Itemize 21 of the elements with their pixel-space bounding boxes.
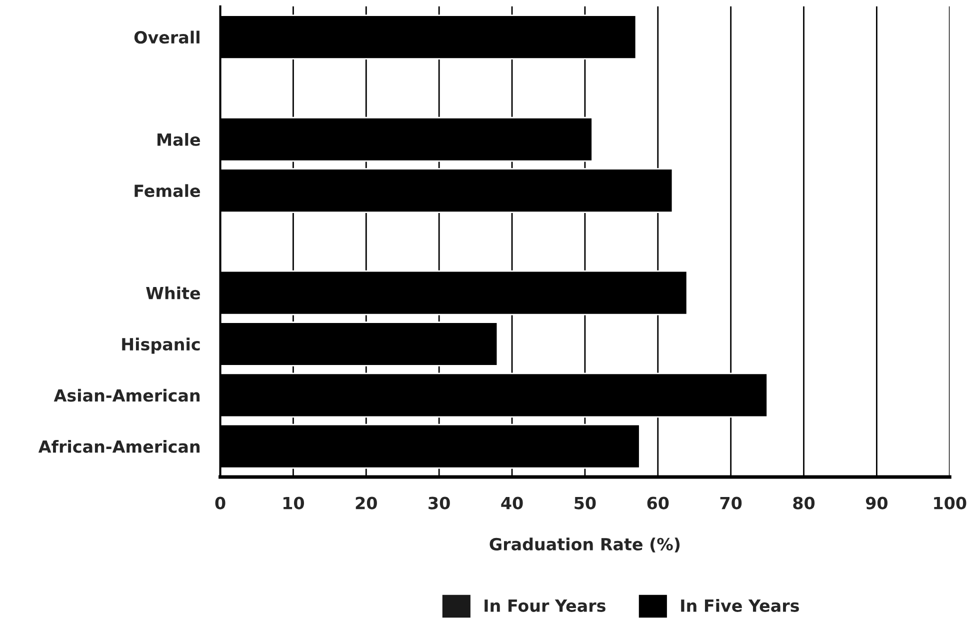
legend-label: In Five Years: [681, 599, 799, 612]
x-tick-label: 10: [283, 496, 304, 510]
x-tick-label: 40: [501, 496, 523, 510]
y-tick-label: Male: [158, 133, 200, 146]
y-tick-label: African-American: [38, 440, 200, 453]
x-tick-label: 20: [356, 496, 377, 510]
y-tick-label: White: [146, 286, 200, 300]
x-tick-label: 70: [720, 496, 742, 510]
y-tick-label: Overall: [134, 30, 200, 44]
y-tick-label: Female: [134, 184, 200, 198]
legend-label: In Four Years: [484, 600, 606, 612]
x-tick-label: 50: [574, 496, 596, 510]
y-tick-label: Asian-American: [54, 388, 200, 402]
x-tick-label: 0: [215, 496, 226, 510]
x-tick-label: 90: [866, 496, 888, 510]
x-tick-label: 30: [428, 496, 450, 510]
x-tick-label: 80: [793, 496, 815, 510]
x-axis-title: Graduation Rate (%): [490, 538, 680, 552]
y-tick-label: Hispanic: [122, 338, 200, 354]
x-tick-label: 60: [647, 496, 669, 510]
x-tick-label: 100: [934, 496, 966, 510]
